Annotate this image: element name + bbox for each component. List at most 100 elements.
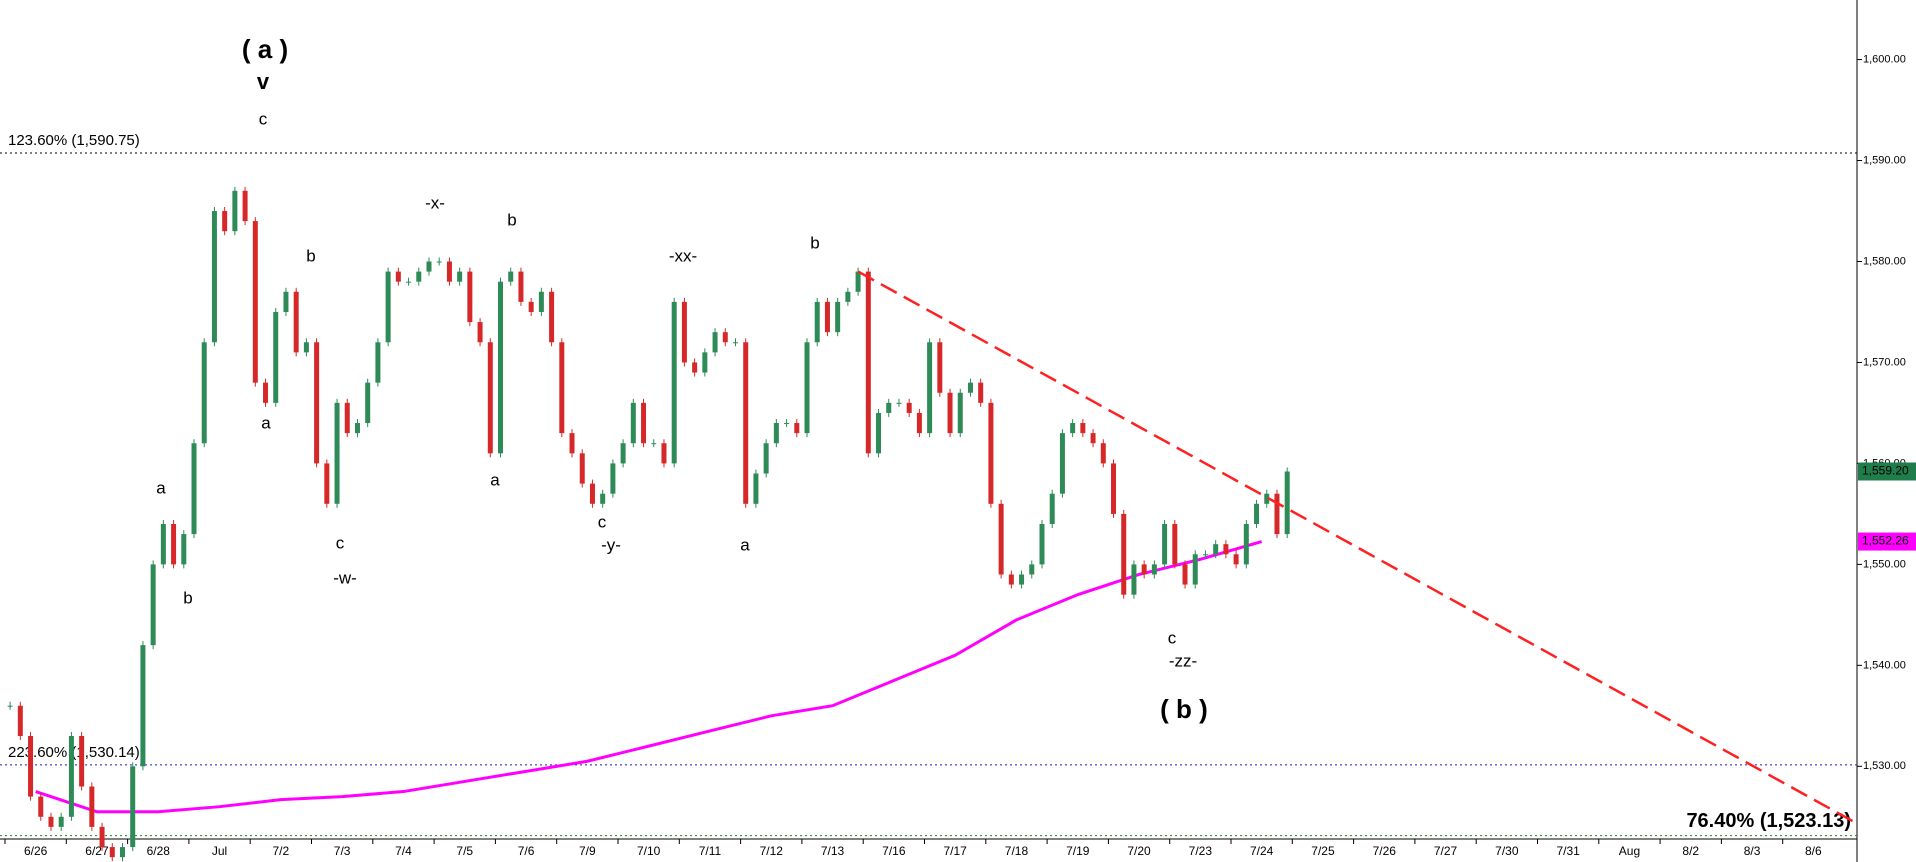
price-tag-label: 1,552.26 [1862,534,1909,548]
candle [99,826,105,848]
candle [845,291,851,302]
candle [814,301,820,343]
candle [1151,564,1157,575]
candle [906,402,912,413]
candle [549,291,555,343]
candle [1080,423,1086,434]
y-tick-label: 1,570.00 [1863,356,1906,368]
candle [1233,554,1239,565]
candle [661,443,667,464]
candle [651,443,657,445]
price-tag-label: 1,559.20 [1862,464,1909,478]
candle [630,402,636,444]
x-tick-label: 8/3 [1744,844,1761,858]
candle [334,402,340,504]
candle [988,402,994,504]
candle [579,453,585,484]
x-tick-label: 8/2 [1682,844,1699,858]
wave-label: c [259,109,268,128]
wave-label: ( b ) [1160,694,1208,724]
x-tick-label: 6/26 [24,844,48,858]
candle [48,816,54,827]
wave-label: a [740,535,750,554]
wave-label: c [336,533,345,552]
candle [58,816,64,827]
x-tick-label: 7/5 [456,844,473,858]
y-tick-label: 1,540.00 [1863,659,1906,671]
candle [426,261,432,272]
candle [1039,523,1045,565]
candle [1192,554,1198,585]
x-tick-label: 7/6 [518,844,535,858]
x-tick-label: 7/27 [1434,844,1458,858]
y-tick-label: 1,590.00 [1863,154,1906,166]
candle [855,271,861,292]
x-tick-label: 7/20 [1127,844,1151,858]
y-tick-label: 1,600.00 [1863,53,1906,65]
wave-label: -y- [601,535,621,554]
price-tag [1858,532,1916,551]
candle [109,847,115,858]
candle [1029,564,1035,575]
candle [191,443,197,535]
x-tick-label: Aug [1619,844,1640,858]
x-tick-label: 7/10 [637,844,661,858]
wave-label: b [810,233,819,252]
candle [446,261,452,282]
candle [1202,554,1208,556]
candle [1100,443,1106,464]
x-tick-label: 7/24 [1250,844,1274,858]
candle [252,221,258,383]
x-tick-label: 7/26 [1373,844,1397,858]
candle [160,523,166,565]
candle [824,301,830,333]
x-tick-label: 6/28 [147,844,171,858]
candle [477,322,483,343]
candle [38,796,44,817]
candle [978,382,984,403]
candle [967,382,973,393]
candle [1019,574,1025,585]
level-label: 123.60% (1,590.75) [8,132,140,149]
wave-label: -x- [425,193,445,212]
candle [518,271,524,302]
candle [916,412,922,434]
candle [896,402,902,404]
x-tick-label: 7/25 [1311,844,1335,858]
candle [1254,503,1260,524]
candle [886,402,892,413]
level-label: 76.40% (1,523.13) [1686,810,1851,832]
x-tick-label: 8/6 [1805,844,1822,858]
candle [1059,433,1065,494]
x-tick-label: 7/2 [273,844,290,858]
candle [140,645,146,767]
candle [763,443,769,474]
candle [293,291,299,353]
x-tick-label: 7/16 [882,844,906,858]
x-tick-label: 7/12 [760,844,784,858]
candle [344,402,350,434]
candle [876,412,882,454]
candle [743,342,749,504]
candle [1284,471,1290,535]
candle [957,392,963,434]
candle [1141,564,1147,575]
x-tick-label: 7/23 [1189,844,1213,858]
candle [7,705,13,707]
candle [1131,564,1137,595]
candle [283,291,289,312]
candle [222,211,228,232]
wave-label: c [1168,628,1177,647]
candle [498,281,504,454]
candle [385,271,391,343]
candle [671,301,677,464]
candle [620,443,626,464]
wave-label: v [257,69,270,94]
candle [28,736,34,797]
candle [538,291,544,312]
candle [692,362,698,373]
candle [569,433,575,454]
candle [681,301,687,363]
candle [753,473,759,504]
candle [722,332,728,343]
